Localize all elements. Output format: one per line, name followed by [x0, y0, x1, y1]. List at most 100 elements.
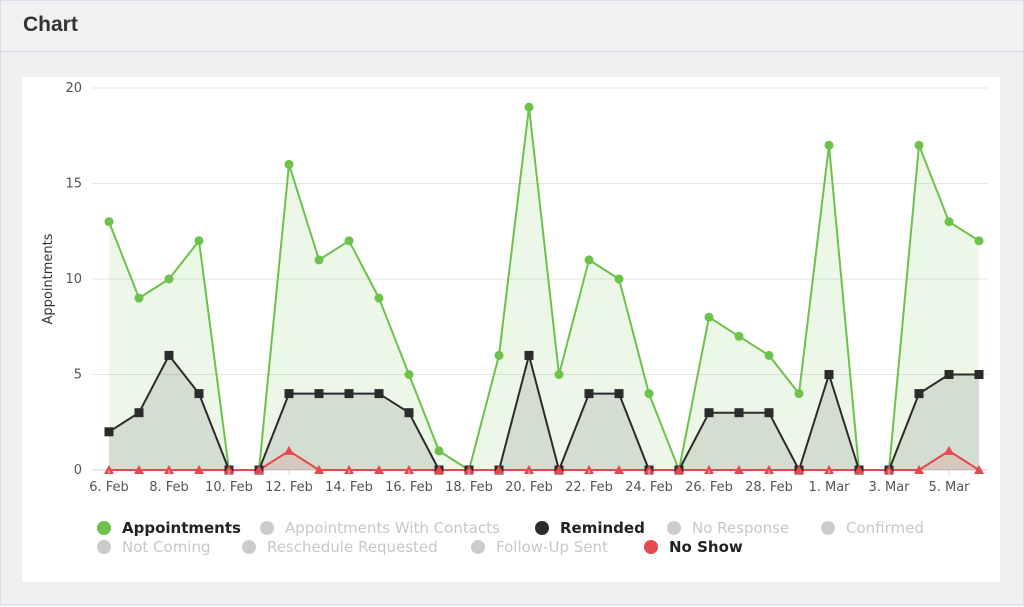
data-point-no-show[interactable] [104, 465, 114, 474]
data-point-appointments[interactable] [734, 331, 744, 341]
data-point-no-show[interactable] [884, 465, 894, 474]
legend-item-follow-up-sent[interactable]: Follow-Up Sent [471, 538, 608, 556]
legend-swatch [471, 540, 485, 554]
data-point-reminded[interactable] [134, 408, 144, 418]
data-point-reminded[interactable] [944, 370, 954, 379]
data-point-reminded[interactable] [194, 389, 204, 399]
data-point-reminded[interactable] [974, 370, 984, 379]
x-tick-label: 24. Feb [625, 480, 673, 495]
data-point-no-show[interactable] [194, 465, 204, 474]
data-point-appointments[interactable] [344, 236, 354, 246]
data-point-no-show[interactable] [614, 465, 624, 474]
x-tick-label: 16. Feb [385, 480, 433, 495]
data-point-reminded[interactable] [614, 389, 624, 399]
data-point-no-show[interactable] [794, 465, 804, 474]
x-tick-label: 12. Feb [265, 480, 313, 495]
data-point-no-show[interactable] [284, 445, 294, 455]
data-point-no-show[interactable] [914, 465, 924, 474]
y-tick-label: 10 [65, 272, 82, 287]
legend-item-not-coming[interactable]: Not Coming [97, 538, 211, 556]
data-point-appointments[interactable] [704, 312, 714, 322]
data-point-appointments[interactable] [104, 217, 114, 227]
x-tick-label: 18. Feb [445, 480, 493, 495]
data-point-no-show[interactable] [854, 465, 864, 474]
legend-item-appointments-with-contacts[interactable]: Appointments With Contacts [260, 519, 500, 537]
data-point-no-show[interactable] [404, 465, 414, 474]
data-point-reminded[interactable] [764, 408, 774, 418]
data-point-reminded[interactable] [104, 427, 114, 437]
series-markers [104, 102, 984, 475]
data-point-no-show[interactable] [944, 445, 954, 455]
data-point-appointments[interactable] [584, 255, 594, 265]
data-point-no-show[interactable] [524, 465, 534, 474]
data-point-no-show[interactable] [644, 465, 654, 474]
data-point-appointments[interactable] [614, 274, 624, 284]
data-point-no-show[interactable] [254, 465, 264, 474]
data-point-appointments[interactable] [494, 350, 504, 360]
data-point-no-show[interactable] [554, 465, 564, 474]
data-point-reminded[interactable] [524, 350, 534, 360]
data-point-appointments[interactable] [824, 140, 834, 150]
data-point-appointments[interactable] [374, 293, 384, 303]
legend-swatch [97, 540, 111, 554]
data-point-no-show[interactable] [494, 465, 504, 474]
data-point-no-show[interactable] [314, 465, 324, 474]
data-point-reminded[interactable] [704, 408, 714, 418]
data-point-reminded[interactable] [374, 389, 384, 399]
data-point-appointments[interactable] [434, 446, 444, 456]
x-tick-label: 8. Feb [149, 480, 189, 495]
data-point-reminded[interactable] [404, 408, 414, 418]
data-point-appointments[interactable] [284, 159, 294, 169]
data-point-reminded[interactable] [824, 370, 834, 379]
legend-item-no-response[interactable]: No Response [667, 519, 789, 537]
legend-item-no-show[interactable]: No Show [644, 538, 743, 556]
legend-item-reminded[interactable]: Reminded [535, 519, 645, 537]
data-point-no-show[interactable] [434, 465, 444, 474]
data-point-no-show[interactable] [704, 465, 714, 474]
data-point-no-show[interactable] [674, 465, 684, 474]
legend-item-appointments[interactable]: Appointments [97, 519, 241, 537]
data-point-no-show[interactable] [824, 465, 834, 474]
data-point-reminded[interactable] [164, 350, 174, 360]
data-point-reminded[interactable] [314, 389, 324, 399]
legend-label: Confirmed [846, 519, 924, 537]
x-tick-label: 28. Feb [745, 480, 793, 495]
legend-item-reschedule-requested[interactable]: Reschedule Requested [242, 538, 438, 556]
data-point-reminded[interactable] [734, 408, 744, 418]
data-point-no-show[interactable] [164, 465, 174, 474]
data-point-no-show[interactable] [764, 465, 774, 474]
data-point-reminded[interactable] [584, 389, 594, 399]
legend-swatch [667, 521, 681, 535]
data-point-no-show[interactable] [464, 465, 474, 474]
data-point-no-show[interactable] [584, 465, 594, 474]
data-point-appointments[interactable] [944, 217, 954, 227]
x-axis-ticks: 6. Feb 8. Feb 10. Feb 12. Feb 14. Feb 16. Feb… [89, 470, 970, 495]
data-point-no-show[interactable] [134, 465, 144, 474]
data-point-reminded[interactable] [914, 389, 924, 399]
data-point-appointments[interactable] [764, 350, 774, 360]
panel-title: Chart [23, 13, 78, 36]
data-point-appointments[interactable] [914, 140, 924, 150]
data-point-appointments[interactable] [404, 370, 414, 379]
data-point-no-show[interactable] [974, 465, 984, 474]
x-tick-label: 14. Feb [325, 480, 373, 495]
data-point-appointments[interactable] [134, 293, 144, 303]
data-point-appointments[interactable] [314, 255, 324, 265]
data-point-appointments[interactable] [644, 389, 654, 399]
legend-item-confirmed[interactable]: Confirmed [821, 519, 924, 537]
data-point-no-show[interactable] [344, 465, 354, 474]
legend-label: No Show [669, 538, 743, 556]
data-point-reminded[interactable] [284, 389, 294, 399]
data-point-no-show[interactable] [374, 465, 384, 474]
data-point-no-show[interactable] [224, 465, 234, 474]
data-point-appointments[interactable] [974, 236, 984, 246]
data-point-appointments[interactable] [194, 236, 204, 246]
legend-swatch [644, 540, 658, 554]
data-point-no-show[interactable] [734, 465, 744, 474]
data-point-appointments[interactable] [554, 370, 564, 379]
data-point-reminded[interactable] [344, 389, 354, 399]
data-point-appointments[interactable] [524, 102, 534, 112]
data-point-appointments[interactable] [794, 389, 804, 399]
data-point-appointments[interactable] [164, 274, 174, 284]
legend-swatch [821, 521, 835, 535]
